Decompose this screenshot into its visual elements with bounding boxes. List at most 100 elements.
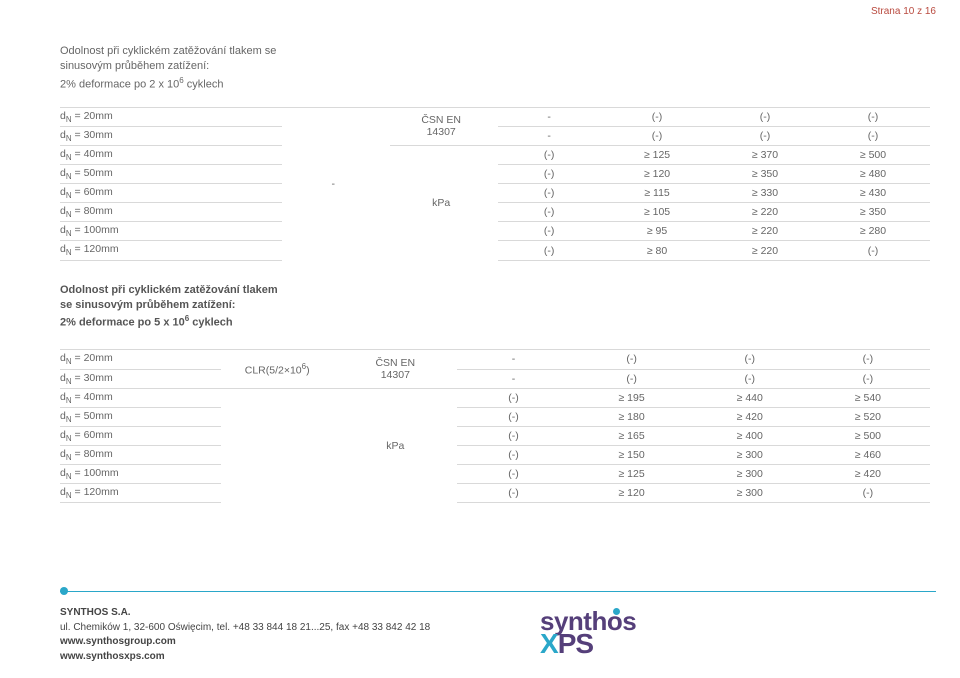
- value-cell: -: [457, 369, 575, 388]
- value-cell: ≥ 420: [694, 407, 812, 426]
- value-cell: (-): [694, 369, 812, 388]
- value-cell: ≥ 500: [822, 146, 930, 165]
- row-label: dN = 100mm: [60, 222, 282, 241]
- value-cell: ≥ 95: [606, 222, 714, 241]
- value-cell: ≥ 220: [714, 241, 822, 260]
- row-label: dN = 30mm: [60, 369, 221, 388]
- s1-title-l2: sinusovým průběhem zatížení:: [60, 60, 209, 72]
- value-cell: (-): [498, 165, 606, 184]
- value-cell: (-): [498, 203, 606, 222]
- section1-title: Odolnost při cyklickém zatěžování tlakem…: [60, 44, 276, 93]
- s2-title-tail: cyklech: [189, 317, 232, 329]
- value-cell: ≥ 370: [714, 146, 822, 165]
- row-label: dN = 30mm: [60, 126, 282, 145]
- row-label: dN = 50mm: [60, 165, 282, 184]
- value-cell: ≥ 440: [694, 388, 812, 407]
- table-section-2: dN = 20mmCLR(5/2×106)ČSN EN14307-(-)(-)(…: [60, 349, 930, 503]
- s2-title-l1: Odolnost při cyklickém zatěžování tlakem: [60, 284, 278, 296]
- unit-col: kPa: [390, 146, 498, 261]
- value-cell: ≥ 80: [606, 241, 714, 260]
- footer-link-1[interactable]: www.synthosgroup.com: [60, 636, 176, 647]
- value-cell: -: [498, 126, 606, 145]
- value-cell: ≥ 350: [714, 165, 822, 184]
- row-label: dN = 60mm: [60, 426, 221, 445]
- row-label: dN = 80mm: [60, 445, 221, 464]
- value-cell: ≥ 350: [822, 203, 930, 222]
- row-label: dN = 20mm: [60, 350, 221, 369]
- value-cell: ≥ 500: [812, 426, 930, 445]
- footer-company: SYNTHOS S.A.: [60, 607, 131, 618]
- value-cell: (-): [457, 484, 575, 503]
- value-cell: -: [457, 350, 575, 369]
- table-row: dN = 50mm (-)≥ 180≥ 420≥ 520: [60, 407, 930, 426]
- value-cell: (-): [714, 126, 822, 145]
- value-cell: ≥ 125: [576, 464, 694, 483]
- footer-text: SYNTHOS S.A. ul. Chemików 1, 32-600 Oświ…: [60, 606, 936, 664]
- table-row: dN = 40mmkPa(-)≥ 125≥ 370≥ 500: [60, 146, 930, 165]
- value-cell: (-): [498, 184, 606, 203]
- row-label: dN = 50mm: [60, 407, 221, 426]
- value-cell: (-): [576, 369, 694, 388]
- value-cell: ≥ 300: [694, 464, 812, 483]
- row-label: dN = 100mm: [60, 464, 221, 483]
- value-cell: ≥ 400: [694, 426, 812, 445]
- mid-col: CLR(5/2×106): [221, 350, 339, 388]
- value-cell: (-): [606, 126, 714, 145]
- value-cell: (-): [498, 241, 606, 260]
- table-row: dN = 60mm (-)≥ 165≥ 400≥ 500: [60, 426, 930, 445]
- value-cell: ≥ 300: [694, 484, 812, 503]
- table-row: dN = 80mm(-)≥ 150≥ 300≥ 460: [60, 445, 930, 464]
- table-row: dN = 120mm(-)≥ 120≥ 300(-): [60, 484, 930, 503]
- table-section-1: Odolnost při cyklickém zatěžování tlakem…: [60, 42, 930, 261]
- mid-col-empty: [221, 388, 339, 503]
- value-cell: ≥ 280: [822, 222, 930, 241]
- footer-link-2[interactable]: www.synthosxps.com: [60, 651, 165, 662]
- value-cell: ≥ 150: [576, 445, 694, 464]
- mid-col: -: [282, 107, 390, 260]
- value-cell: ≥ 105: [606, 203, 714, 222]
- value-cell: ≥ 520: [812, 407, 930, 426]
- value-cell: (-): [812, 484, 930, 503]
- standard-col: ČSN EN14307: [390, 107, 498, 145]
- value-cell: ≥ 420: [812, 464, 930, 483]
- value-cell: (-): [457, 407, 575, 426]
- standard-col: ČSN EN14307: [339, 350, 457, 388]
- s2-title-l2: se sinusovým průběhem zatížení:: [60, 299, 235, 311]
- row-label: dN = 20mm: [60, 107, 282, 126]
- unit-col: kPa: [339, 388, 457, 503]
- section2-title: Odolnost při cyklickém zatěžování tlakem…: [60, 283, 936, 332]
- value-cell: ≥ 180: [576, 407, 694, 426]
- value-cell: ≥ 120: [606, 165, 714, 184]
- value-cell: ≥ 480: [822, 165, 930, 184]
- logo-x: X: [540, 628, 558, 659]
- value-cell: (-): [498, 146, 606, 165]
- row-label: dN = 80mm: [60, 203, 282, 222]
- s2-title-l3: 2% deformace po 5 x 10: [60, 317, 185, 329]
- row-label: dN = 60mm: [60, 184, 282, 203]
- value-cell: ≥ 115: [606, 184, 714, 203]
- value-cell: ≥ 220: [714, 222, 822, 241]
- s1-title-tail: cyklech: [184, 78, 224, 90]
- table-row: dN = 20mm-ČSN EN14307-(-)(-)(-): [60, 107, 930, 126]
- value-cell: (-): [812, 350, 930, 369]
- table-row: dN = 20mmCLR(5/2×106)ČSN EN14307-(-)(-)(…: [60, 350, 930, 369]
- value-cell: ≥ 220: [714, 203, 822, 222]
- value-cell: ≥ 330: [714, 184, 822, 203]
- value-cell: (-): [822, 241, 930, 260]
- page-number: Strana 10 z 16: [871, 6, 936, 17]
- s1-title-l1: Odolnost při cyklickém zatěžování tlakem…: [60, 45, 276, 57]
- value-cell: (-): [457, 426, 575, 445]
- value-cell: (-): [822, 107, 930, 126]
- value-cell: ≥ 165: [576, 426, 694, 445]
- value-cell: (-): [812, 369, 930, 388]
- footer-divider: [60, 586, 936, 596]
- row-label: dN = 120mm: [60, 484, 221, 503]
- value-cell: (-): [457, 464, 575, 483]
- logo-s: S: [575, 628, 593, 659]
- value-cell: ≥ 195: [576, 388, 694, 407]
- value-cell: ≥ 125: [606, 146, 714, 165]
- footer: SYNTHOS S.A. ul. Chemików 1, 32-600 Oświ…: [60, 586, 936, 664]
- value-cell: (-): [457, 445, 575, 464]
- value-cell: ≥ 540: [812, 388, 930, 407]
- value-cell: ≥ 430: [822, 184, 930, 203]
